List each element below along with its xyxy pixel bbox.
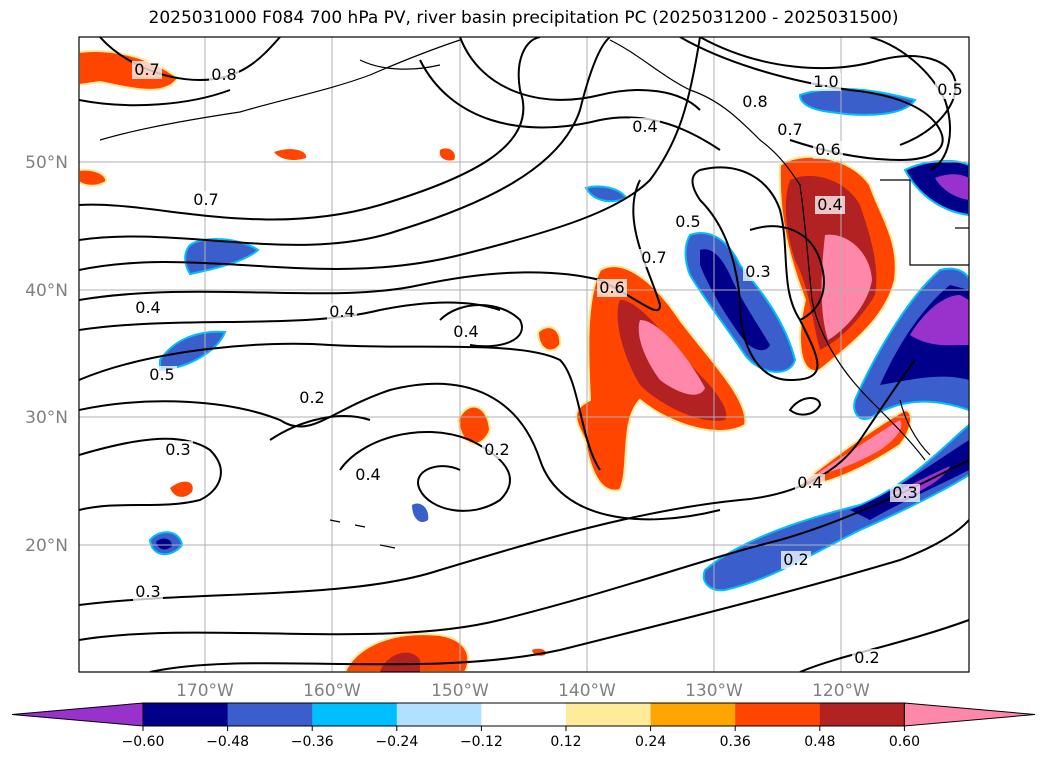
contour-label-bg xyxy=(327,303,357,321)
colorbar-segment xyxy=(143,703,229,726)
lat-label: 40°N xyxy=(25,281,68,301)
contour-label: 0.2 xyxy=(484,440,509,459)
contour-label-bg xyxy=(630,118,660,136)
colorbar-tick-label: 0.48 xyxy=(804,734,835,750)
colorbar-segment xyxy=(650,703,736,726)
colorbar-segment xyxy=(566,703,652,726)
contour-label-bg xyxy=(673,213,703,231)
latitude-labels: 50°N 40°N 30°N 20°N xyxy=(25,153,68,556)
contour-label-bg xyxy=(813,141,843,159)
contour-label: 0.4 xyxy=(632,117,657,136)
contour-label: 0.7 xyxy=(641,248,666,267)
contour-label: 0.5 xyxy=(937,80,962,99)
contour-label-bg xyxy=(482,441,512,459)
colorbar-extend-high xyxy=(903,702,1036,727)
colorbar-segment xyxy=(735,703,821,726)
contour-label: 0.8 xyxy=(742,92,767,111)
contour-label-bg xyxy=(852,649,882,667)
contour-label: 0.5 xyxy=(675,212,700,231)
contour-label-bg xyxy=(209,66,239,84)
colorbar-tick-label: 0.12 xyxy=(550,734,581,750)
contour-label: 0.4 xyxy=(797,473,822,492)
lat-label: 50°N xyxy=(25,153,68,173)
colorbar-tick-label: −0.36 xyxy=(291,734,334,750)
contour-label: 0.4 xyxy=(817,195,842,214)
colorbar-segment xyxy=(481,703,567,726)
contour-label: 0.7 xyxy=(134,60,159,79)
colorbar-segment xyxy=(312,703,398,726)
colorbar-tick-label: 0.60 xyxy=(889,734,920,750)
lon-label: 150°W xyxy=(431,681,489,701)
contour-label: 0.7 xyxy=(193,190,218,209)
contour-label: 0.5 xyxy=(149,365,174,384)
contour-label-bg xyxy=(795,474,825,492)
lon-label: 170°W xyxy=(176,681,234,701)
contour-label-bg xyxy=(132,61,162,79)
contour-label: 0.2 xyxy=(854,648,879,667)
contour-label-bg xyxy=(811,73,841,91)
contour-label: 0.8 xyxy=(211,65,236,84)
lon-label: 140°W xyxy=(558,681,616,701)
colorbar-tick-label: −0.48 xyxy=(206,734,249,750)
contour-label: 0.7 xyxy=(777,120,802,139)
contour-label-bg xyxy=(451,323,481,341)
contour-label: 0.4 xyxy=(355,465,380,484)
contour-label-bg xyxy=(353,466,383,484)
contour-label-bg xyxy=(133,583,163,601)
contour-label-bg xyxy=(133,299,163,317)
contour-label-bg xyxy=(740,93,770,111)
contour-label: 0.4 xyxy=(453,322,478,341)
contour-label-bg xyxy=(935,81,965,99)
lon-label: 130°W xyxy=(685,681,743,701)
contour-label: 0.2 xyxy=(783,550,808,569)
colorbar-outline xyxy=(142,702,905,727)
contour-label: 0.3 xyxy=(135,582,160,601)
colorbar-tick-label: −0.24 xyxy=(375,734,418,750)
contour-label-bg xyxy=(775,121,805,139)
contour-label-bg xyxy=(597,279,627,297)
contour-label-bg xyxy=(147,366,177,384)
contour-label-bg xyxy=(297,389,327,407)
colorbar-segment xyxy=(396,703,482,726)
colorbar-tick-label: 0.24 xyxy=(635,734,666,750)
shaded-fields xyxy=(79,50,969,672)
lat-label: 30°N xyxy=(25,408,68,428)
contour-label-bg xyxy=(815,196,845,214)
colorbar-extend-low xyxy=(11,702,144,727)
plot-title: 2025031000 F084 700 hPa PV, river basin … xyxy=(148,8,899,28)
contour-label: 1.0 xyxy=(813,72,838,91)
contour-label-bg xyxy=(191,191,221,209)
contour-label: 0.6 xyxy=(599,278,624,297)
colorbar-segment xyxy=(227,703,313,726)
contour-label-bg xyxy=(781,551,811,569)
graticule xyxy=(79,37,969,672)
contour-label-bg xyxy=(890,484,920,502)
contour-label: 0.2 xyxy=(299,388,324,407)
contour-label: 0.4 xyxy=(135,298,160,317)
contour-label-bg xyxy=(639,249,669,267)
contour-label: 0.3 xyxy=(165,440,190,459)
lat-label: 20°N xyxy=(25,536,68,556)
colorbar-tick-label: −0.12 xyxy=(460,734,503,750)
contour-label: 0.3 xyxy=(745,262,770,281)
colorbar-tick-label: 0.36 xyxy=(720,734,751,750)
contour-label: 0.6 xyxy=(815,140,840,159)
lon-label: 120°W xyxy=(812,681,870,701)
contour-label: 0.3 xyxy=(892,483,917,502)
contour-label: 0.4 xyxy=(329,302,354,321)
longitude-labels: 170°W 160°W 150°W 140°W 130°W 120°W xyxy=(176,681,870,701)
contour-label-bg xyxy=(743,263,773,281)
colorbar: −0.60 −0.48 −0.36 −0.24 −0.12 0.12 0.24 0.36 0.4… xyxy=(11,702,1036,750)
colorbar-segment xyxy=(819,703,905,726)
lon-label: 160°W xyxy=(303,681,361,701)
contour-label-group: 0.7 0.8 1.0 0.8 0.7 0.6 0.5 0.4 0.7 0.5 0.3 0.4 0.7 0… xyxy=(132,60,965,667)
colorbar-tick-label: −0.60 xyxy=(122,734,165,750)
map-border xyxy=(78,36,970,673)
contour-label-bg xyxy=(163,441,193,459)
